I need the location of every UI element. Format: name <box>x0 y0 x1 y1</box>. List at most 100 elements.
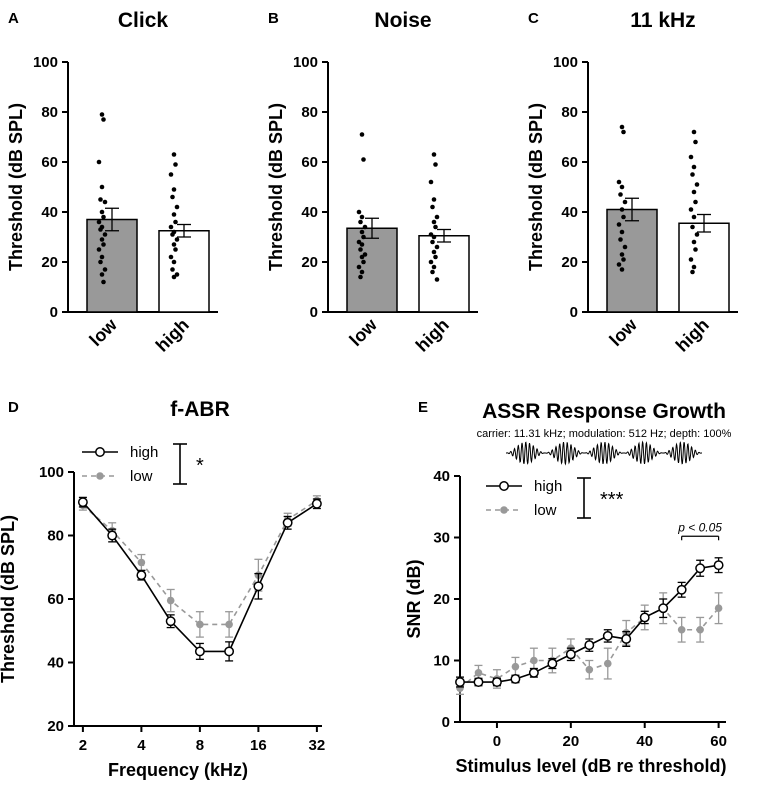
y-tick-label: 30 <box>433 530 450 547</box>
x-tick-label-low: low <box>85 314 121 350</box>
data-point <box>173 219 178 225</box>
panel-a: A Click 0 20 40 60 80 100 Threshold (dB SPL) low h… <box>6 9 218 356</box>
data-point <box>691 129 697 135</box>
y-tick-label: 80 <box>41 104 58 121</box>
point-high <box>565 649 576 660</box>
chart-subtitle: carrier: 11.31 kHz; modulation: 512 Hz; … <box>477 428 732 440</box>
data-point <box>430 269 435 275</box>
data-point <box>431 234 437 240</box>
data-point <box>690 172 695 177</box>
y-tick-label: 80 <box>301 104 318 121</box>
significance-stars: *** <box>600 489 624 511</box>
data-point <box>99 112 105 117</box>
x-tick-label-high: high <box>412 315 453 356</box>
x-tick-label: 16 <box>250 737 267 754</box>
point-low <box>137 558 146 567</box>
y-tick-label: 20 <box>47 718 64 735</box>
data-point <box>168 254 174 260</box>
data-point <box>171 212 177 217</box>
data-point <box>359 229 365 235</box>
data-point <box>102 199 108 205</box>
data-point <box>361 259 366 265</box>
point-high <box>676 584 687 595</box>
data-point <box>96 219 102 225</box>
bar-low <box>86 218 138 313</box>
point-high <box>547 658 558 669</box>
data-point <box>693 139 698 145</box>
data-point <box>431 197 437 202</box>
legend-label-high: high <box>130 444 158 461</box>
y-tick-label: 80 <box>561 104 578 121</box>
point-high <box>107 530 118 541</box>
y-tick-label: 0 <box>442 714 450 731</box>
data-point <box>171 152 177 157</box>
y-tick-label: 20 <box>433 591 450 608</box>
data-point <box>173 162 178 167</box>
data-point <box>622 244 628 250</box>
x-tick-label-low: low <box>605 314 641 350</box>
point-low <box>474 669 483 677</box>
data-point <box>358 219 363 225</box>
data-point <box>358 247 363 252</box>
y-tick-label: 60 <box>561 154 578 171</box>
data-point <box>688 257 694 262</box>
data-point <box>98 259 103 265</box>
data-point <box>691 239 697 245</box>
chart-title: ASSR Response Growth <box>482 400 726 423</box>
panel-e: E ASSR Response Growth carrier: 11.31 kHz;… <box>404 399 732 776</box>
chart-title: f-ABR <box>170 398 229 421</box>
significance-stars: * <box>196 455 204 477</box>
y-tick-label: 100 <box>293 54 318 71</box>
y-tick-label: 40 <box>433 468 450 485</box>
y-tick-label: 60 <box>301 154 318 171</box>
data-point <box>428 179 434 185</box>
data-point <box>96 159 102 165</box>
point-high <box>528 667 539 678</box>
point-high <box>499 481 509 491</box>
point-low <box>714 604 723 613</box>
data-point <box>619 229 625 235</box>
data-point <box>173 247 178 252</box>
data-point <box>694 182 700 187</box>
data-point <box>174 237 180 242</box>
data-point <box>693 199 698 205</box>
bar-low <box>606 208 658 313</box>
bar-high <box>418 235 470 313</box>
y-tick-label: 0 <box>570 304 578 321</box>
data-point <box>433 224 438 230</box>
data-point <box>359 132 365 137</box>
x-tick-label: 40 <box>636 733 653 750</box>
y-tick-label: 40 <box>47 655 64 672</box>
data-point <box>691 214 697 220</box>
data-point <box>171 187 177 192</box>
bar-high <box>158 230 210 313</box>
data-point <box>99 272 105 277</box>
x-tick-label-low: low <box>345 314 381 350</box>
point-high <box>713 560 724 571</box>
point-high <box>491 677 502 687</box>
point-low <box>511 662 520 671</box>
data-point <box>616 262 622 267</box>
data-point <box>99 184 105 190</box>
data-point <box>98 227 103 232</box>
point-high <box>282 517 293 528</box>
data-point <box>356 209 362 215</box>
data-point <box>690 269 695 275</box>
data-point <box>362 224 368 230</box>
x-tick-label-high: high <box>672 315 713 356</box>
y-tick-label: 0 <box>310 304 318 321</box>
data-point <box>358 274 363 280</box>
point-low <box>585 665 594 674</box>
point-high <box>602 630 613 641</box>
y-tick-label: 20 <box>561 254 578 271</box>
data-point <box>688 207 694 212</box>
point-low <box>500 506 508 514</box>
chart-title: Click <box>118 9 169 32</box>
x-tick-label: 60 <box>710 733 727 750</box>
point-high <box>136 570 147 581</box>
data-point <box>619 267 625 272</box>
data-point <box>431 264 437 270</box>
data-point <box>619 252 625 257</box>
legend-label-low: low <box>130 468 153 485</box>
